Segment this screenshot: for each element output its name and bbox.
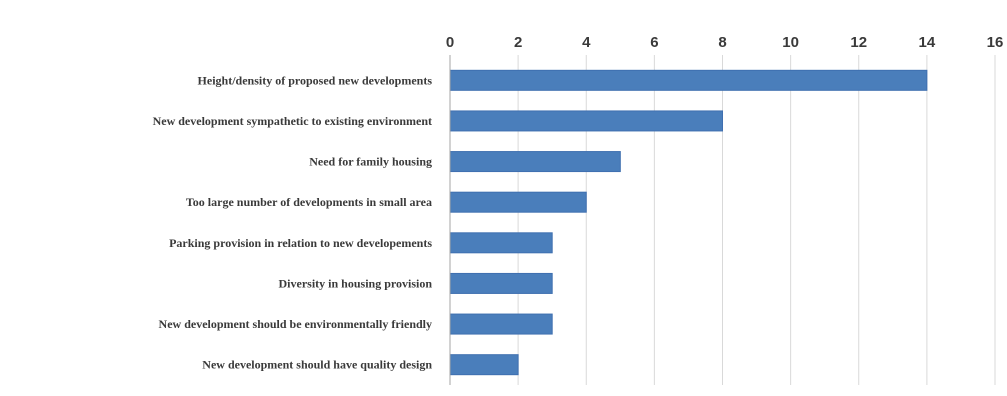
category-label: Need for family housing: [309, 155, 432, 169]
bar: [449, 151, 621, 173]
category-labels: Height/density of proposed new developme…: [153, 73, 433, 371]
category-label: Parking provision in relation to new dev…: [169, 236, 432, 250]
x-tick-label: 6: [650, 34, 658, 51]
category-label: Diversity in housing provision: [279, 276, 433, 290]
category-label: New development should be environmentall…: [159, 317, 432, 331]
category-label: Height/density of proposed new developme…: [198, 73, 433, 87]
bar: [449, 110, 723, 132]
x-axis-ticks: 0 2 4 6 8 10 12 14 16: [446, 34, 1004, 51]
category-label: Too large number of developments in smal…: [186, 195, 432, 209]
bar: [449, 272, 553, 294]
bar: [449, 191, 587, 213]
x-tick-label: 2: [514, 34, 522, 51]
x-tick-label: 12: [850, 34, 867, 51]
bars: [449, 69, 928, 376]
x-tick-label: 16: [987, 34, 1004, 51]
bar: [449, 313, 553, 335]
gridlines: [517, 55, 996, 385]
bar: [449, 354, 519, 376]
bar: [449, 232, 553, 254]
x-tick-label: 4: [582, 34, 591, 51]
category-label: New development sympathetic to existing …: [153, 114, 432, 128]
x-tick-label: 14: [919, 34, 936, 51]
x-tick-label: 10: [782, 34, 799, 51]
bar: [449, 69, 928, 91]
x-tick-label: 8: [718, 34, 726, 51]
category-label: New development should have quality desi…: [202, 358, 432, 372]
x-tick-label: 0: [446, 34, 454, 51]
